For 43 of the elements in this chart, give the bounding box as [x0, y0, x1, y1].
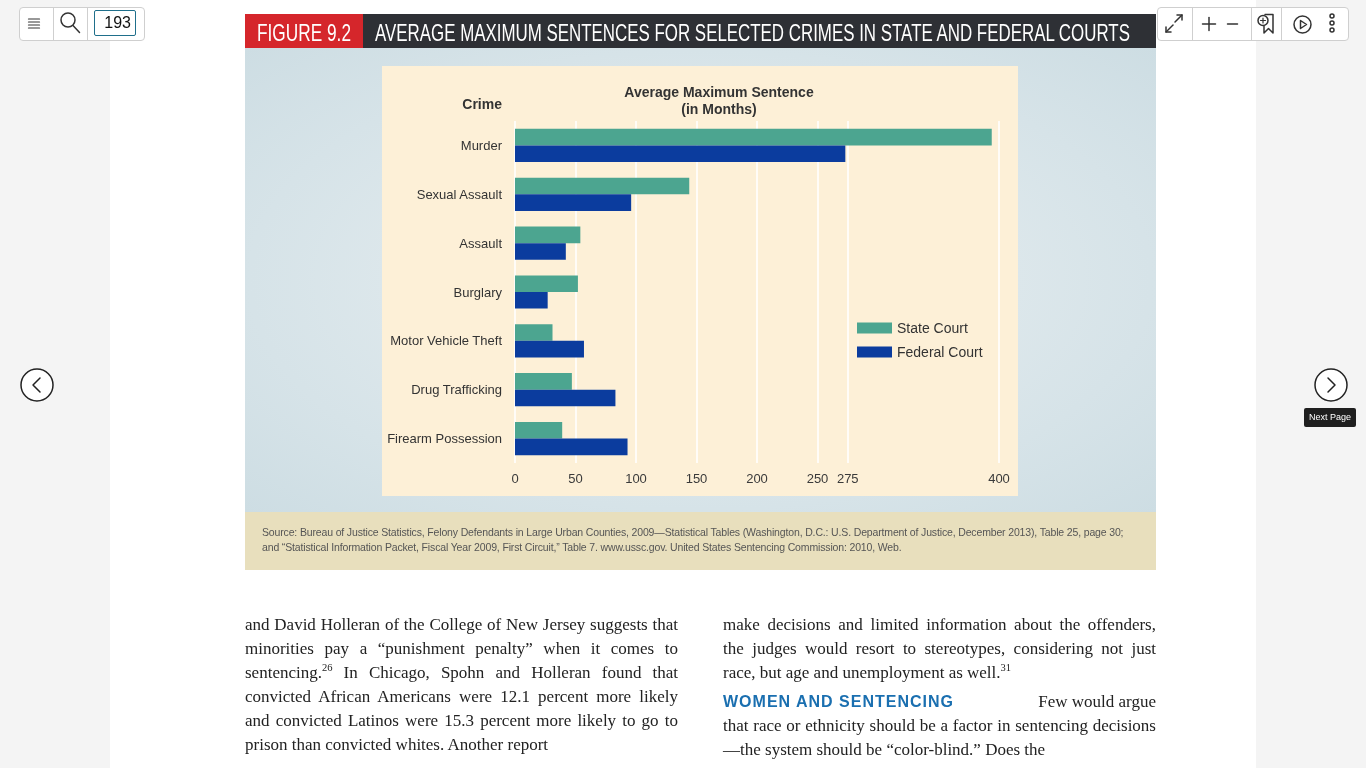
text: and David Holleran of the College of New Jersey suggests that minorities pay a “punishment penalty” when it comes to sentencing.$^{26}$ In Chicago, Spohn and Holleran found that convicted African Americans were 12.1 percent more likely and convicted Latinos were 15.3 percent more likely to go to prison than convicted whites. Another report: [245, 614, 678, 756]
text: Few would argue: [1038, 691, 1156, 713]
y-tick-label: Motor Vehicle Theft: [390, 333, 503, 349]
x-tick-label: 150: [685, 471, 708, 486]
bar: [515, 275, 578, 292]
bar: [515, 373, 572, 390]
bar: [515, 145, 846, 163]
text: that race or ethnicity should be a factor in sentencing decisions—the system should be “color-blind.” Does the: [723, 715, 1156, 761]
source-note: Source: Bureau of Justice Statistics, Felony Defendants in Large Urban Counties, 2009—Statistical Tables (Washington, D.C.: U.S. Department of Justice, December 2013), Table 25, page 30; and “Statistical Information Packet, Fiscal Year 2009, First Circuit,” Table 7. www.ussc.gov. United States Sentencing Commission: 2010, Web.: [262, 526, 1124, 553]
bar: [515, 389, 616, 407]
y-tick-label: Firearm Possession: [387, 431, 502, 447]
x-tick-label: 50: [568, 471, 583, 486]
legend-label: State Court: [897, 320, 968, 336]
bar: [515, 438, 628, 456]
bar: [515, 421, 563, 439]
caption: FIGURE 9.2: [257, 20, 351, 46]
page-number-field: 193: [94, 10, 136, 36]
y-tick-label: Burglary: [453, 284, 503, 300]
bar: [515, 226, 581, 244]
text: WOMEN AND SENTENCING: [723, 692, 954, 712]
y-axis-title: Crime: [462, 96, 503, 112]
bar: [515, 177, 690, 195]
x-tick-label: 100: [625, 471, 647, 486]
chart-title: AVERAGE MAXIMUM SENTENCES FOR SELECTED CRIMES IN STATE AND FEDERAL COURTS: [375, 20, 1130, 46]
text: Next Page: [1304, 408, 1356, 427]
bar: [515, 128, 992, 146]
x-tick-label: 275: [836, 471, 859, 486]
x-tick-label: 200: [746, 471, 768, 486]
x-tick-label: 250: [806, 471, 829, 486]
bar: [515, 324, 553, 341]
x-axis-title: Average Maximum Sentence (in Months): [624, 83, 814, 117]
y-tick-label: Assault: [459, 235, 503, 251]
bar: [515, 194, 632, 211]
x-tick-label: 400: [988, 471, 1010, 486]
bar: [515, 340, 584, 358]
y-tick-label: Murder: [460, 137, 503, 153]
y-tick-label: Drug Trafficking: [411, 382, 502, 398]
bar: [515, 243, 566, 260]
legend-label: Federal Court: [897, 344, 983, 360]
text: make decisions and limited information about the offenders, the judges would resort to stereotypes, considering not just race, but age and unemployment as well.$^{31}$: [723, 614, 1156, 684]
x-tick-label: 0: [511, 471, 519, 486]
y-tick-label: Sexual Assault: [416, 186, 503, 202]
bar: [515, 292, 548, 309]
